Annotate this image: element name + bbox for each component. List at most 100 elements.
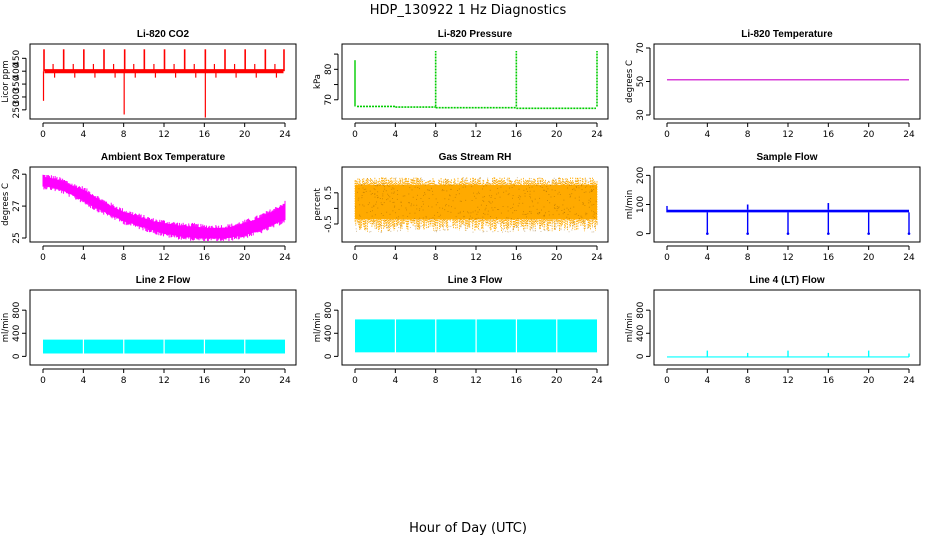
- noise-dot: [543, 229, 545, 231]
- noise-dot: [569, 184, 571, 186]
- noise-dot: [568, 217, 570, 219]
- noise-dot: [388, 230, 390, 231]
- panel-title: Ambient Box Temperature: [101, 152, 226, 163]
- noise-dot: [454, 183, 456, 185]
- noise-dot: [552, 214, 554, 216]
- noise-dot: [398, 216, 400, 218]
- noise-dot: [510, 183, 512, 184]
- noise-dot: [503, 191, 505, 193]
- noise-dot: [388, 225, 389, 227]
- x-axis: 0 4 8 12 16 20 24: [40, 122, 291, 140]
- noise-dot: [486, 230, 488, 232]
- noise-dot: [591, 231, 593, 233]
- panel-y-axis-label: kPa: [313, 74, 323, 89]
- noise-dot: [402, 195, 404, 197]
- noise-dot: [414, 212, 416, 214]
- noise-dot: [500, 186, 502, 188]
- noise-dot: [416, 208, 418, 210]
- noise-dot: [408, 202, 410, 204]
- noise-dot: [416, 204, 418, 206]
- chart-panel: Gas Stream RH percent 0 4 8 12 16 20 24 -0.5 0.5: [313, 152, 609, 263]
- noise-dot: [507, 194, 509, 196]
- noise-dot: [497, 209, 498, 210]
- noise-dot: [564, 182, 566, 184]
- noise-dot: [465, 229, 467, 231]
- noise-dot: [429, 221, 431, 223]
- x-tick-label: 12: [158, 130, 169, 140]
- noise-dot: [556, 210, 558, 212]
- noise-dot: [432, 194, 434, 196]
- noise-dot: [557, 193, 559, 195]
- noise-dot: [409, 212, 411, 214]
- noise-dot: [405, 207, 407, 209]
- noise-dot: [584, 178, 586, 180]
- noise-dot: [562, 213, 564, 215]
- noise-dot: [365, 221, 367, 223]
- noise-dot: [374, 221, 376, 223]
- noise-dot: [407, 183, 409, 185]
- noise-dot: [467, 179, 469, 181]
- noise-dot: [434, 224, 436, 226]
- x-axis: 0 4 8 12 16 20 24: [40, 245, 291, 263]
- noise-dot: [555, 183, 557, 185]
- noise-dot: [406, 209, 407, 211]
- noise-dot: [497, 192, 499, 194]
- noise-dot: [530, 178, 532, 180]
- noise-dot: [470, 212, 472, 214]
- noise-dot: [468, 224, 470, 226]
- noise-dot: [408, 202, 410, 204]
- noise-dot: [444, 198, 446, 200]
- noise-dot: [377, 196, 379, 198]
- noise-dot: [539, 177, 541, 179]
- noise-dot: [473, 183, 475, 185]
- series-band: [436, 319, 476, 353]
- panel-title: Li-820 CO2: [137, 29, 190, 40]
- y-tick-label: 350: [12, 75, 22, 92]
- noise-dot: [476, 183, 478, 185]
- noise-dot: [384, 188, 386, 190]
- noise-dot: [448, 198, 450, 200]
- noise-dot: [571, 182, 573, 184]
- noise-dot: [487, 213, 489, 215]
- noise-dot: [549, 229, 551, 231]
- noise-dot: [391, 188, 393, 190]
- noise-dot: [534, 229, 536, 231]
- noise-dot: [554, 227, 556, 229]
- noise-dot: [532, 226, 534, 228]
- noise-dot: [506, 217, 508, 219]
- x-tick-label: 24: [591, 253, 603, 263]
- panel-data: [42, 174, 286, 241]
- x-tick-label: 24: [903, 253, 915, 263]
- noise-dot: [482, 216, 484, 218]
- noise-dot: [523, 189, 525, 191]
- y-tick-label: 70: [636, 42, 646, 54]
- noise-dot: [586, 218, 588, 220]
- noise-dot: [425, 217, 427, 219]
- noise-dot: [576, 213, 577, 215]
- noise-dot: [539, 197, 541, 199]
- noise-dot: [473, 219, 475, 221]
- x-tick-label: 0: [352, 253, 358, 263]
- noise-dot: [534, 179, 536, 181]
- noise-dot: [545, 212, 546, 214]
- noise-dot: [528, 179, 530, 181]
- noise-dot: [387, 226, 389, 228]
- noise-dot: [400, 225, 401, 227]
- x-tick-label: 24: [903, 130, 915, 140]
- noise-dot: [573, 225, 575, 227]
- noise-dot: [380, 213, 382, 215]
- noise-dot: [512, 212, 514, 214]
- noise-dot: [572, 225, 574, 227]
- noise-dot: [382, 198, 383, 200]
- noise-dot: [526, 188, 527, 190]
- noise-dot: [419, 208, 421, 210]
- noise-dot: [492, 180, 494, 182]
- x-tick-label: 8: [121, 253, 127, 263]
- noise-dot: [594, 212, 596, 214]
- y-tick-label: 0: [636, 353, 646, 359]
- noise-dot: [583, 222, 585, 223]
- y-tick-label: 300: [12, 88, 22, 105]
- noise-dot: [563, 211, 565, 213]
- noise-dot: [489, 227, 491, 229]
- noise-dot: [427, 189, 428, 191]
